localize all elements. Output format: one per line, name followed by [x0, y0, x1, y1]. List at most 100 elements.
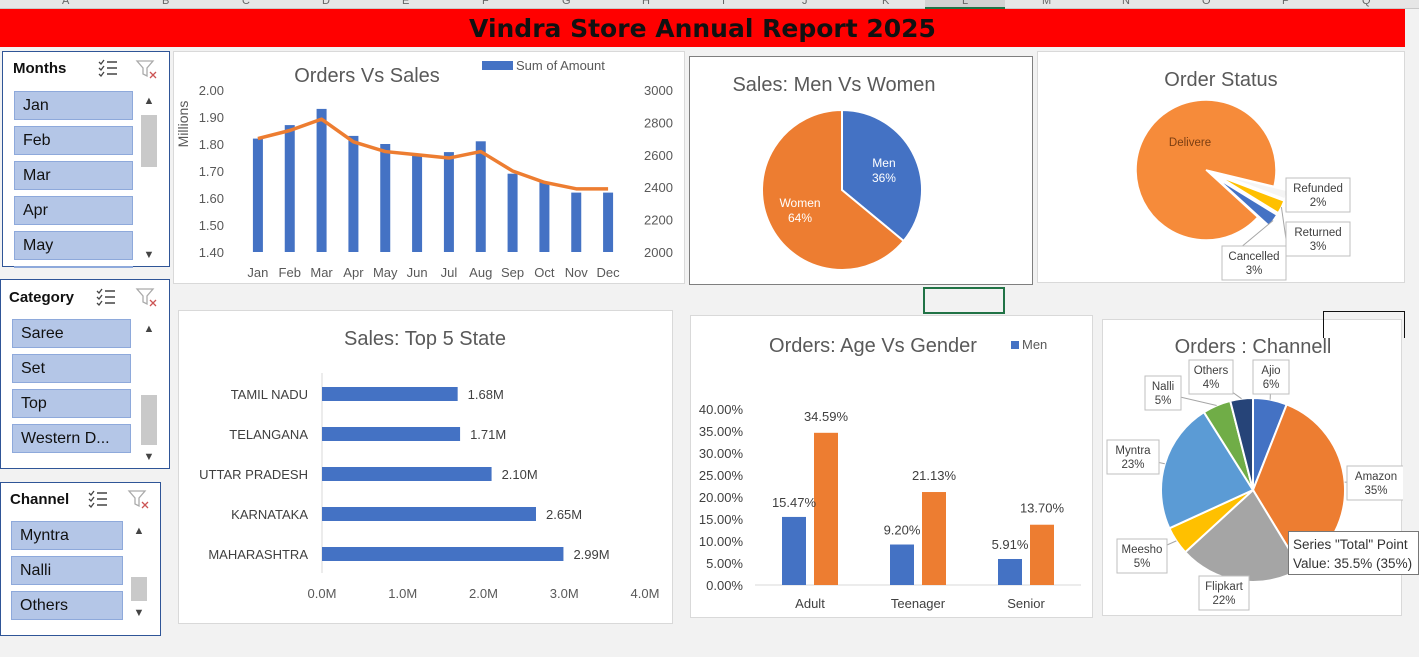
y-tick-label: 1.90 [199, 110, 224, 125]
cell-border [1323, 311, 1405, 338]
y-tick-label: 1.50 [199, 218, 224, 233]
slicer-scrollbar[interactable]: ▲ ▼ [139, 91, 159, 263]
slice-value: 4% [1203, 379, 1220, 391]
scroll-thumb[interactable] [131, 577, 147, 601]
bar [322, 387, 458, 401]
chart-top5-state[interactable]: Sales: Top 5 State TAMIL NADU 1.68M TELANGA… [178, 310, 673, 624]
y2-tick-label: 2800 [644, 115, 673, 130]
column-header-label[interactable]: A [62, 0, 70, 7]
slicer-item[interactable]: Western D... [12, 424, 131, 453]
slicer-item[interactable]: Apr [14, 196, 133, 225]
bar [1030, 524, 1054, 585]
scroll-thumb[interactable] [141, 395, 157, 445]
pie-slice [1216, 177, 1278, 227]
y-axis-label: Millions [175, 101, 191, 148]
x-tick-label: Senior [1007, 596, 1045, 611]
scroll-down-icon[interactable]: ▼ [143, 249, 155, 261]
slicer-item[interactable]: Feb [14, 126, 133, 155]
column-header-label[interactable]: M [1042, 0, 1052, 7]
data-label: 1.68M [468, 387, 504, 402]
column-header-label[interactable]: D [322, 0, 330, 7]
pie-slice [1135, 99, 1277, 241]
bar [316, 108, 327, 253]
multi-select-icon[interactable] [97, 58, 119, 78]
column-header-label[interactable]: B [162, 0, 170, 7]
scroll-up-icon[interactable]: ▲ [143, 95, 155, 107]
scroll-up-icon[interactable]: ▲ [133, 525, 145, 537]
slice-value: 2% [1310, 197, 1327, 209]
chart-tooltip: Series "Total" Point Value: 35.5% (35%) [1288, 531, 1419, 575]
chart-orders-channel[interactable]: Orders : Channell Ajio 6% Amazon 35% Flipkart… [1102, 319, 1406, 616]
bar [322, 547, 564, 561]
column-header-label[interactable]: K [882, 0, 890, 7]
slicer-scrollbar[interactable]: ▲ ▼ [129, 521, 149, 635]
column-header-label[interactable]: H [642, 0, 650, 7]
slicer-item[interactable]: May [14, 231, 133, 260]
scroll-down-icon[interactable]: ▼ [143, 451, 155, 463]
x-tick-label: Aug [469, 265, 492, 280]
x-tick-label: 3.0M [550, 586, 579, 601]
scroll-up-icon[interactable]: ▲ [143, 323, 155, 335]
column-header-label[interactable]: E [402, 0, 410, 7]
slicer-scrollbar[interactable]: ▲ ▼ [139, 319, 159, 467]
chart-sales-men-women[interactable]: Sales: Men Vs Women Men 36% Women 64% [689, 56, 1033, 285]
column-header-label[interactable]: F [482, 0, 489, 7]
bar [322, 427, 461, 441]
y-tick-label: MAHARASHTRA [208, 547, 308, 562]
bar [475, 141, 486, 252]
legend-label: Men [1022, 337, 1047, 352]
pie-slice [1160, 410, 1255, 530]
selected-cell[interactable] [923, 287, 1005, 314]
label-box [1116, 538, 1168, 574]
column-header-label[interactable]: P [1282, 0, 1290, 7]
scroll-thumb[interactable] [141, 115, 157, 167]
y-tick-label: UTTAR PRADESH [199, 467, 308, 482]
multi-select-icon[interactable] [95, 287, 117, 307]
column-header-label[interactable]: I [722, 0, 726, 7]
slicer-item[interactable]: Myntra [11, 521, 123, 550]
slicer-item[interactable]: Jan [14, 91, 133, 120]
chart-order-status[interactable]: Order Status Delivere Refunded 2% Returned 3%… [1037, 51, 1405, 283]
slicer-item[interactable]: Top [12, 389, 131, 418]
x-tick-label: 2.0M [469, 586, 498, 601]
bar [322, 467, 492, 481]
multi-select-icon[interactable] [87, 489, 109, 509]
clear-filter-icon[interactable] [135, 286, 157, 308]
y-tick-label: 1.60 [199, 191, 224, 206]
slicer-item[interactable]: Set [12, 354, 131, 383]
x-tick-label: May [373, 265, 398, 280]
slicer-item[interactable]: Mar [14, 161, 133, 190]
slice-value: 35% [1364, 485, 1387, 497]
bar [252, 138, 263, 252]
x-tick-label: Apr [343, 265, 364, 280]
column-header-label[interactable]: G [562, 0, 571, 7]
order-status-svg: Order Status Delivere Refunded 2% Returned 3%… [1135, 69, 1351, 281]
column-header-label[interactable]: C [242, 0, 250, 7]
scroll-down-icon[interactable]: ▼ [133, 607, 145, 619]
bar [998, 558, 1022, 585]
x-tick-label: Jan [247, 265, 268, 280]
label-box [1346, 465, 1406, 501]
column-header-label[interactable]: N [1122, 0, 1130, 7]
slicer-item[interactable]: Saree [12, 319, 131, 348]
column-header-label[interactable]: O [1202, 0, 1211, 7]
data-label: 15.47% [772, 495, 817, 510]
y-tick-label: TELANGANA [229, 427, 308, 442]
chart-title: Sales: Men Vs Women [732, 74, 935, 96]
column-header-label[interactable]: L [962, 0, 969, 7]
slicer-item[interactable]: Others [11, 591, 123, 620]
data-label: 2.65M [546, 507, 582, 522]
column-header-label[interactable]: Q [1362, 0, 1371, 7]
x-tick-label: 0.0M [308, 586, 337, 601]
column-header-label[interactable]: J [802, 0, 808, 7]
label-box [1188, 359, 1234, 395]
clear-filter-icon[interactable] [127, 488, 149, 510]
x-tick-label: Teenager [891, 596, 946, 611]
slice-label: Ajio [1261, 365, 1280, 377]
slicer-item[interactable]: Nalli [11, 556, 123, 585]
y2-tick-label: 2600 [644, 148, 673, 163]
clear-filter-icon[interactable] [135, 58, 157, 80]
chart-age-gender[interactable]: Orders: Age Vs Gender Men 0.00% 5.00% 10.00%… [690, 315, 1093, 618]
chart-orders-vs-sales[interactable]: Orders Vs Sales Sum of Amount Millions 1.40… [173, 51, 685, 284]
slicer-item-partial [14, 266, 133, 268]
